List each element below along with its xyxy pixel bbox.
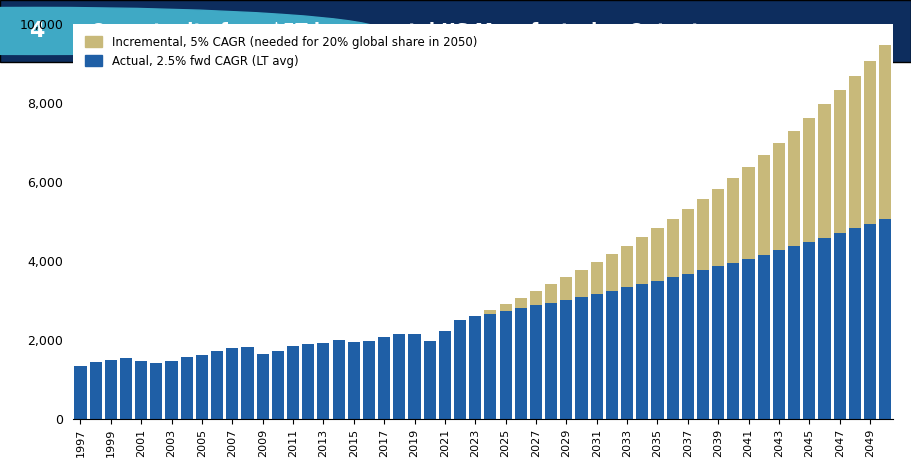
Bar — [864, 224, 876, 419]
Bar — [773, 143, 785, 250]
Bar — [697, 199, 709, 270]
Bar — [681, 274, 694, 419]
Bar — [681, 209, 694, 274]
Bar — [439, 331, 451, 419]
Bar — [606, 254, 618, 290]
Bar — [636, 284, 649, 419]
Bar — [742, 167, 754, 258]
Bar — [788, 130, 800, 246]
Bar — [788, 246, 800, 419]
Bar — [576, 269, 588, 297]
Bar — [651, 228, 663, 281]
Bar — [515, 308, 527, 419]
Bar — [150, 363, 162, 419]
Bar — [120, 357, 132, 419]
Bar — [89, 362, 102, 419]
Bar — [485, 314, 496, 419]
Bar — [271, 351, 284, 419]
Bar — [576, 297, 588, 419]
Bar — [879, 218, 891, 419]
Bar — [636, 237, 649, 284]
Bar — [606, 290, 618, 419]
Bar — [712, 188, 724, 267]
FancyBboxPatch shape — [0, 0, 911, 62]
Text: Opportunity for ~$5T incremental US Manufacturing Output: Opportunity for ~$5T incremental US Manu… — [91, 22, 700, 40]
Bar — [105, 360, 117, 419]
Bar — [545, 303, 558, 419]
Bar — [226, 348, 239, 419]
Bar — [545, 284, 558, 303]
Circle shape — [0, 8, 383, 54]
Bar — [241, 347, 253, 419]
Bar — [348, 342, 360, 419]
Legend: Incremental, 5% CAGR (needed for 20% global share in 2050), Actual, 2.5% fwd CAG: Incremental, 5% CAGR (needed for 20% glo… — [78, 30, 483, 73]
Bar — [317, 343, 330, 419]
Bar — [849, 228, 861, 419]
Bar — [804, 118, 815, 242]
Bar — [257, 354, 269, 419]
Bar — [621, 288, 633, 419]
Bar — [485, 310, 496, 314]
Bar — [879, 45, 891, 218]
Bar — [515, 298, 527, 308]
Bar — [211, 351, 223, 419]
Bar — [818, 104, 831, 238]
Bar — [333, 340, 344, 419]
Bar — [499, 304, 512, 311]
Bar — [667, 218, 679, 277]
Bar — [849, 76, 861, 228]
Bar — [530, 291, 542, 306]
Bar — [834, 90, 845, 233]
Bar — [667, 277, 679, 419]
Bar — [363, 341, 375, 419]
Bar — [394, 334, 405, 419]
Bar — [180, 357, 193, 419]
Bar — [712, 267, 724, 419]
Bar — [75, 366, 87, 419]
Bar — [135, 361, 148, 419]
Bar — [287, 346, 299, 419]
Bar — [454, 320, 466, 419]
Bar — [469, 316, 481, 419]
Bar — [818, 238, 831, 419]
Bar — [196, 355, 208, 419]
Bar — [499, 311, 512, 419]
Bar — [590, 294, 603, 419]
Bar — [697, 270, 709, 419]
Bar — [773, 250, 785, 419]
Bar — [424, 341, 435, 419]
Bar — [758, 155, 770, 255]
Bar — [651, 281, 663, 419]
Bar — [804, 242, 815, 419]
Bar — [864, 61, 876, 224]
Bar — [378, 337, 390, 419]
Bar — [834, 233, 845, 419]
Bar — [560, 277, 572, 300]
Bar — [560, 300, 572, 419]
Bar — [166, 361, 178, 419]
Bar — [408, 334, 421, 419]
Bar — [727, 178, 740, 262]
Bar — [727, 262, 740, 419]
Bar — [742, 258, 754, 419]
Bar — [590, 262, 603, 294]
Bar — [758, 255, 770, 419]
Text: 4: 4 — [29, 21, 44, 41]
Bar — [302, 344, 314, 419]
Bar — [621, 246, 633, 288]
Bar — [530, 306, 542, 419]
